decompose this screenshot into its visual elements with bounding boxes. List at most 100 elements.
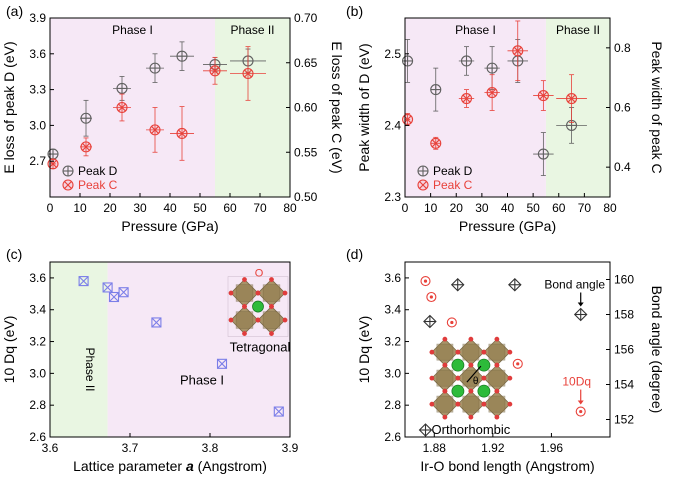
oxygen-atom — [455, 401, 461, 407]
octahedron-face — [235, 284, 254, 302]
y2-axis-label: E loss of peak C (eV) — [329, 41, 345, 173]
octahedron-face — [436, 369, 454, 387]
peak-c-point — [176, 127, 188, 140]
legend-marker — [417, 179, 429, 191]
bond-angle-point — [508, 277, 522, 292]
x-axis-label: Lattice parameter a (Angstrom) — [73, 458, 267, 474]
x-tick-label: 40 — [501, 201, 515, 215]
octahedron-face — [262, 284, 281, 302]
y2-tick-label: 160 — [614, 273, 634, 287]
bond-angle-annotation: Bond angle — [544, 278, 605, 292]
oxygen-atom — [468, 336, 474, 342]
bond-angle-arrowhead — [577, 302, 584, 307]
y-axis-label: 10 Dq (eV) — [1, 316, 17, 384]
phase-ii-label: Phase II — [230, 23, 274, 37]
peak-c-point — [512, 45, 524, 57]
y2-tick-label: 0.4 — [614, 160, 631, 174]
legend-marker — [62, 165, 74, 177]
legend-marker — [62, 179, 74, 191]
peak-c-point — [537, 90, 549, 102]
peak-d-point — [116, 82, 128, 94]
x-axis-label: Pressure (GPa) — [121, 218, 218, 234]
y-tick-label: 3.6 — [29, 271, 46, 285]
x-tick-label: 50 — [526, 201, 540, 215]
y2-axis-label: Peak width of peak C — [649, 41, 665, 173]
peak-d-point — [176, 50, 188, 62]
peak-c-point — [242, 67, 254, 80]
oxygen-atom — [494, 336, 500, 342]
phase-i-label: Phase I — [180, 373, 224, 388]
y-tick-label: 2.4 — [384, 118, 401, 132]
y2-tick-label: 0.60 — [294, 101, 318, 115]
panel-c: Phase II Phase I O Tetragonal 3.6 3.7 3.8 3.9 2.… — [1, 246, 299, 474]
oxygen-atom — [269, 331, 274, 336]
x-tick-label: 3.6 — [42, 441, 59, 455]
ir-atom — [477, 358, 491, 372]
oxygen-atom — [442, 388, 448, 394]
peak-c-point — [460, 93, 473, 105]
orthorhombic-label: Orthorhombic — [432, 422, 511, 437]
tendq-arrowhead — [577, 400, 584, 405]
y-tick-label: 2.5 — [384, 47, 401, 61]
data-point — [118, 287, 129, 298]
oxygen-atom — [242, 304, 247, 309]
ir-atom — [451, 358, 465, 372]
oxygen-atom — [442, 336, 448, 342]
oxygen-atom — [429, 375, 435, 381]
peak-c-point — [486, 87, 498, 99]
x-tick-label: 1.92 — [481, 441, 505, 455]
x-tick-label: 20 — [450, 201, 464, 215]
octahedron-face — [488, 369, 506, 387]
y-tick-label: 2.7 — [29, 154, 46, 168]
phase-i-label: Phase I — [455, 23, 496, 37]
legend-label: Peak C — [78, 178, 118, 192]
oxygen-atom — [455, 349, 461, 355]
oxygen-atom — [429, 349, 435, 355]
x-tick-label: 3.8 — [202, 441, 219, 455]
oxygen-atom — [494, 414, 500, 420]
phase-ii-region — [545, 18, 610, 197]
peak-d-point — [460, 55, 473, 67]
oxygen-atom — [242, 331, 247, 336]
panel-label: (d) — [346, 246, 363, 262]
y-axis-label: E loss of peak D (eV) — [1, 41, 17, 173]
oxygen-atom — [429, 401, 435, 407]
oxygen-atom — [481, 375, 487, 381]
oxygen-atom — [494, 362, 500, 368]
x-tick-label: 80 — [283, 201, 297, 215]
oxygen-atom — [242, 277, 247, 282]
x-tick-label: 70 — [253, 201, 267, 215]
structure-bounds — [227, 276, 289, 337]
data-point — [78, 276, 89, 287]
octahedron-face — [436, 395, 454, 413]
x-axis-label: Pressure (GPa) — [459, 218, 556, 234]
peak-c-point — [566, 93, 578, 105]
y-axis-label: 10 Dq (eV) — [356, 316, 372, 384]
oxygen-atom — [282, 317, 288, 323]
oxygen-atom — [282, 290, 288, 296]
y-tick-label: 3.2 — [384, 335, 401, 349]
x-tick-label: 10 — [424, 201, 438, 215]
y-tick-label: 3.2 — [29, 335, 46, 349]
octahedron-face — [488, 343, 506, 361]
y-tick-label: 3.3 — [29, 83, 46, 97]
panel-label: (b) — [346, 3, 363, 19]
y-tick-label: 3.0 — [29, 366, 46, 380]
y2-tick-label: 156 — [614, 343, 634, 357]
peak-d-point — [80, 112, 92, 124]
y-axis-label: Peak width of D (eV) — [356, 43, 372, 171]
legend-label: Peak C — [433, 178, 473, 192]
peak-c-point — [80, 141, 92, 153]
peak-d-point — [537, 148, 549, 160]
x-tick-label: 50 — [193, 201, 207, 215]
octahedron-face — [235, 311, 254, 329]
oxygen-atom — [468, 414, 474, 420]
y2-tick-label: 0.6 — [614, 101, 631, 115]
data-point — [273, 406, 284, 417]
oxygen-atom — [507, 401, 513, 407]
octahedron-face — [262, 311, 281, 329]
y2-tick-label: 0.55 — [294, 145, 318, 159]
y-tick-label: 3.9 — [29, 11, 46, 25]
y2-axis-label: Bond angle (degree) — [649, 286, 665, 414]
